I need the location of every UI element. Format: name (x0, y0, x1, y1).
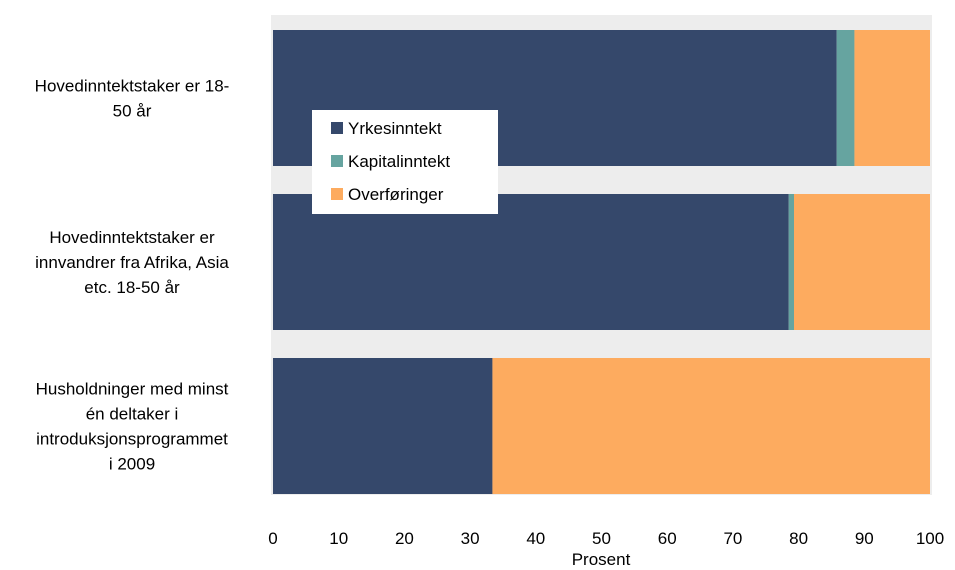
x-axis-title: Prosent (572, 550, 631, 569)
x-tick-label: 10 (329, 529, 348, 548)
bar-2-series-2 (788, 194, 795, 330)
category-label: introduksjonsprogrammet (36, 430, 228, 449)
legend-swatch (331, 155, 343, 167)
category-label: etc. 18-50 år (84, 278, 180, 297)
x-tick-label: 90 (855, 529, 874, 548)
category-label: 50 år (113, 102, 152, 121)
bar-1-series-2 (836, 30, 855, 166)
bar-2-series-1 (273, 194, 789, 330)
legend-label: Kapitalinntekt (348, 152, 450, 171)
x-tick-label: 50 (592, 529, 611, 548)
bar-1-series-3 (854, 30, 930, 166)
legend-label: Overføringer (348, 185, 444, 204)
category-label: Hovedinntektstaker er (49, 228, 215, 247)
category-label: én deltaker i (86, 405, 179, 424)
x-axis-ticks: 0 10 20 30 40 50 60 70 80 90 100 (268, 529, 944, 548)
category-labels: Hovedinntektstaker er 18- 50 år Hovedinnte… (35, 77, 230, 474)
legend: Yrkesinntekt Kapitalinntekt Overføringer (312, 110, 498, 214)
bar-2-series-3 (794, 194, 930, 330)
category-label: i 2009 (109, 455, 155, 474)
x-tick-label: 60 (658, 529, 677, 548)
category-label: Husholdninger med minst (36, 380, 229, 399)
x-tick-label: 70 (723, 529, 742, 548)
legend-swatch (331, 188, 343, 200)
category-label: innvandrer fra Afrika, Asia (35, 253, 229, 272)
legend-label: Yrkesinntekt (348, 119, 442, 138)
x-tick-label: 80 (789, 529, 808, 548)
x-tick-label: 0 (268, 529, 277, 548)
x-tick-label: 30 (461, 529, 480, 548)
bar-3-series-1 (273, 358, 493, 494)
x-tick-label: 20 (395, 529, 414, 548)
x-tick-label: 40 (526, 529, 545, 548)
category-label: Hovedinntektstaker er 18- (35, 77, 230, 96)
bars (273, 30, 930, 494)
x-tick-label: 100 (916, 529, 944, 548)
legend-swatch (331, 122, 343, 134)
bar-3-series-3 (492, 358, 930, 494)
